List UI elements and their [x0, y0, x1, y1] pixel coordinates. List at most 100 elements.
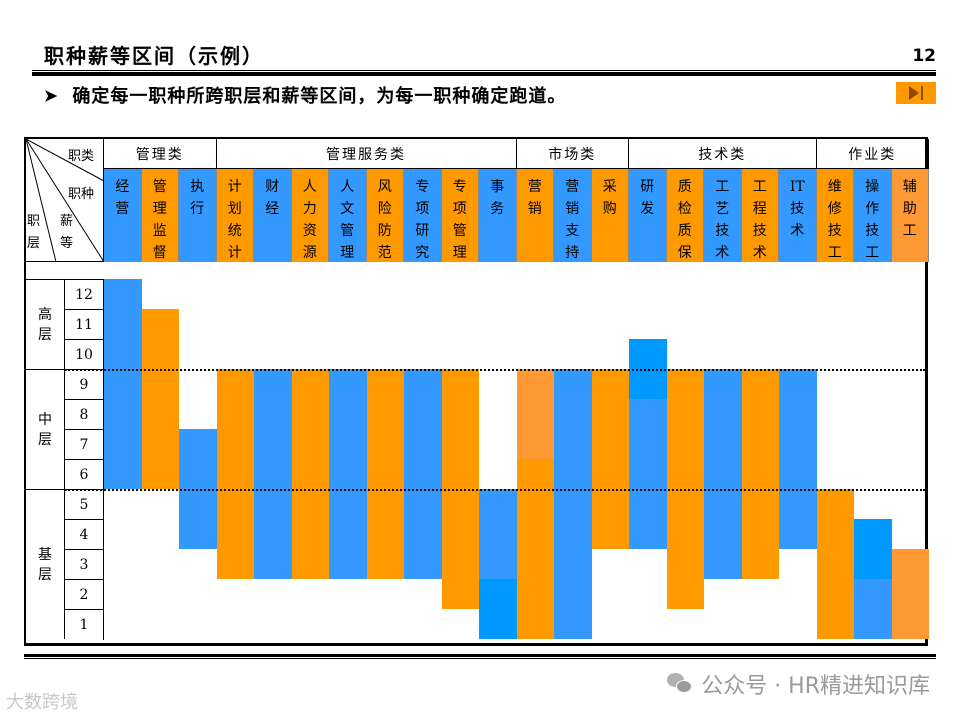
- job-header-char: 技: [752, 223, 767, 239]
- grade-cell: 10: [65, 339, 104, 370]
- job-header-char: 理: [152, 201, 167, 217]
- job-header-char: 理: [340, 245, 355, 261]
- grade-range-bar: [366, 369, 404, 579]
- job-header-char: 维: [827, 179, 842, 195]
- job-header-char: 辅: [902, 179, 917, 195]
- grade-range-bar: [291, 369, 329, 579]
- job-header-char: 行: [190, 201, 205, 217]
- job-header-char: 采: [602, 179, 617, 195]
- job-header-char: 经: [115, 179, 130, 195]
- job-header-char: 划: [227, 201, 242, 217]
- job-header: 风险防范: [366, 169, 404, 262]
- level-divider-mid-base: [65, 489, 925, 491]
- job-header-char: 操: [865, 179, 880, 195]
- job-header-char: 检: [677, 201, 692, 217]
- corner-diagonal-lines: [26, 139, 104, 262]
- grade-range-bar: [329, 369, 367, 579]
- job-header-char: 资: [302, 223, 317, 239]
- job-header-char: 文: [340, 201, 355, 217]
- job-header-char: 项: [415, 201, 430, 217]
- job-header-char: 人: [340, 179, 355, 195]
- level-label: 中层: [38, 411, 52, 448]
- level-label: 高层: [38, 306, 52, 343]
- watermark-wechat-text: 公众号 · HR精进知识库: [701, 674, 930, 699]
- grade-range-bar: [254, 369, 292, 579]
- job-header: 质检质保: [666, 169, 704, 262]
- job-header-char: 作: [865, 201, 880, 217]
- job-header-char: 源: [302, 245, 317, 261]
- grade-range-bar: [704, 369, 742, 579]
- page-number: 12: [912, 46, 936, 66]
- job-header: 营销支持: [554, 169, 592, 262]
- grade-area-top-border: [26, 279, 104, 280]
- job-header-char: 营: [527, 179, 542, 195]
- job-header: IT 技术: [779, 169, 817, 262]
- corner-right-border: [103, 139, 104, 262]
- job-header-char: 专: [415, 179, 430, 195]
- job-header-char: 修: [827, 201, 842, 217]
- job-header-char: 工: [902, 223, 917, 239]
- grade-range-bar: [554, 369, 592, 639]
- job-header: 专项研究: [404, 169, 442, 262]
- watermark-brand: 大数跨境: [6, 692, 78, 713]
- level-divider-high-mid: [65, 369, 925, 371]
- job-header-char: 助: [902, 201, 917, 217]
- job-header-char: 支: [565, 223, 580, 239]
- category-header: 管理类: [104, 139, 217, 169]
- job-header: 研发: [629, 169, 667, 262]
- grade-range-bar: [141, 309, 179, 489]
- job-header-char: 术: [790, 223, 805, 239]
- category-header: 技术类: [629, 139, 817, 169]
- job-header-char: 技: [715, 223, 730, 239]
- grade-range-bar: [629, 369, 667, 549]
- job-header-char: 专: [452, 179, 467, 195]
- grade-range-bar: [216, 369, 254, 579]
- job-header-char: 财: [265, 179, 280, 195]
- grade-range-bar: [516, 369, 554, 459]
- job-header-char: 督: [152, 245, 167, 261]
- grade-range-bar: [479, 489, 517, 579]
- job-header-char: 技: [827, 223, 842, 239]
- level-cell: 高层: [26, 279, 65, 369]
- job-header-char: 事: [490, 179, 505, 195]
- job-header-char: 计: [227, 245, 242, 261]
- grade-cell: 12: [65, 279, 104, 310]
- job-header-char: 监: [152, 223, 167, 239]
- job-header-char: 术: [752, 245, 767, 261]
- level-cell: 基层: [26, 489, 65, 639]
- grade-cell: 1: [65, 609, 104, 640]
- job-header-char: 统: [227, 223, 242, 239]
- watermark-wechat: 公众号 · HR精进知识库: [667, 668, 930, 700]
- job-header-char: 营: [565, 179, 580, 195]
- job-header: 工艺技术: [704, 169, 742, 262]
- page-title: 职种薪等区间（示例）: [44, 44, 264, 68]
- job-header: 辅助工: [891, 169, 929, 262]
- job-header-char: 持: [565, 245, 580, 261]
- grade-cell: 11: [65, 309, 104, 340]
- category-header: 管理服务类: [217, 139, 517, 169]
- job-header-char: 计: [227, 179, 242, 195]
- job-header-char: 工: [715, 179, 730, 195]
- corner-label-category: 职类: [68, 149, 95, 164]
- job-header-char: 术: [715, 245, 730, 261]
- job-header-char: 销: [527, 201, 542, 217]
- corner-label-level: 职层: [27, 214, 41, 251]
- job-header-char: 研: [640, 179, 655, 195]
- job-header: 执行: [179, 169, 217, 262]
- job-header-char: 管: [152, 179, 167, 195]
- job-header: 采购: [591, 169, 629, 262]
- category-row-border: [104, 168, 925, 169]
- corner-label-grade: 薪等: [60, 214, 74, 251]
- job-header-char: 研: [415, 223, 430, 239]
- job-header: 人文管理: [329, 169, 367, 262]
- job-header-char: 工: [752, 179, 767, 195]
- job-header-char: 经: [265, 201, 280, 217]
- job-header-char: 程: [752, 201, 767, 217]
- skip-next-button[interactable]: [896, 82, 936, 104]
- job-header-char: 管: [340, 223, 355, 239]
- job-header-char: 力: [302, 201, 317, 217]
- job-header-char: 究: [415, 245, 430, 261]
- grade-cell: 7: [65, 429, 104, 460]
- skip-bar-icon: [921, 86, 923, 100]
- job-header-char: 保: [677, 245, 692, 261]
